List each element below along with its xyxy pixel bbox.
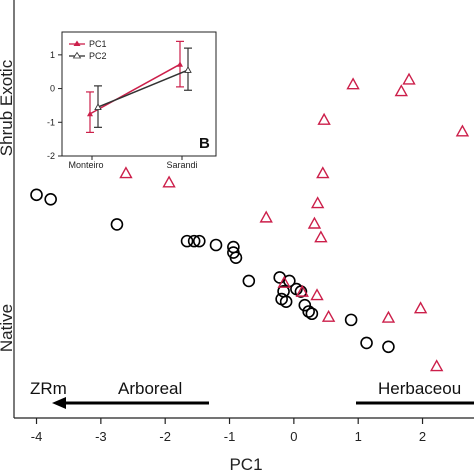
- arboreal-arrow: [52, 397, 209, 409]
- x-tick-label: 0: [290, 429, 297, 444]
- native-point: [209, 238, 223, 252]
- arboreal-arrow-prefix: ZRm: [30, 379, 67, 398]
- native-point: [360, 336, 373, 350]
- exotic-points: [119, 72, 470, 372]
- x-axis-ticks: -4 -3 -2 -1 0 1 2: [31, 418, 426, 444]
- exotic-point: [413, 301, 428, 314]
- legend-pc2: PC2: [89, 51, 107, 61]
- inset-point: [177, 61, 183, 67]
- exotic-side-label: Shrub Exotic: [0, 59, 16, 156]
- exotic-point: [310, 196, 325, 209]
- inset-x-tick-label: Sarandi: [166, 160, 197, 170]
- inset-series: [86, 40, 192, 133]
- exotic-point: [162, 175, 176, 188]
- inset-point: [94, 103, 102, 110]
- panel-letter-b: B: [199, 135, 210, 152]
- native-point: [305, 307, 319, 321]
- inset-y-tick-label: -2: [47, 151, 55, 161]
- inset-y-tick-label: 0: [50, 84, 55, 94]
- inset-x-ticks: Monteiro Sarandi: [68, 156, 198, 170]
- inset-point: [87, 110, 93, 117]
- exotic-point: [394, 84, 408, 97]
- inset-legend: PC1 PC2: [69, 39, 107, 61]
- native-point: [187, 234, 201, 248]
- inset-point: [184, 66, 192, 73]
- native-point: [110, 218, 124, 231]
- legend-pc1: PC1: [89, 39, 107, 49]
- exotic-point: [307, 216, 322, 229]
- exotic-point: [455, 124, 470, 137]
- x-tick-label: -3: [95, 429, 107, 444]
- native-point: [242, 274, 256, 288]
- native-point: [302, 305, 315, 318]
- x-axis-title: PC1: [229, 455, 262, 474]
- exotic-point: [381, 310, 396, 323]
- native-point: [344, 313, 358, 327]
- exotic-point: [321, 309, 336, 322]
- exotic-point: [277, 275, 291, 288]
- herbaceous-arrow-label: Herbaceou: [378, 379, 461, 398]
- exotic-point: [259, 210, 273, 223]
- inset-y-tick-label: 1: [50, 50, 55, 60]
- inset-frame: [61, 31, 217, 157]
- native-point: [44, 193, 57, 206]
- inset-series-line: [97, 69, 189, 108]
- x-tick-label: -1: [224, 429, 236, 444]
- exotic-point: [429, 359, 444, 372]
- native-point: [279, 295, 293, 309]
- exotic-point: [119, 166, 133, 179]
- x-tick-label: -4: [31, 429, 43, 444]
- exotic-point: [295, 284, 309, 297]
- inset-y-ticks: -2 -1 0 1: [47, 50, 62, 161]
- inset-y-tick-label: -1: [47, 117, 55, 127]
- exotic-point: [402, 72, 416, 85]
- native-side-label: Native: [0, 304, 16, 352]
- inset-x-tick-label: Monteiro: [68, 160, 103, 170]
- exotic-point: [317, 112, 331, 125]
- native-point: [298, 298, 312, 312]
- inset-panel: -2 -1 0 1 Monteiro Sarandi PC1 PC2 B: [47, 31, 217, 170]
- native-point: [192, 234, 206, 248]
- x-tick-label: 1: [355, 429, 362, 444]
- x-tick-label: -2: [159, 429, 171, 444]
- native-point: [382, 340, 395, 354]
- inset-series-line: [89, 63, 181, 115]
- native-point: [30, 188, 43, 202]
- exotic-point: [346, 77, 360, 90]
- native-points: [30, 188, 395, 354]
- arboreal-arrow-label: Arboreal: [118, 379, 182, 398]
- plot-frame: [13, 0, 474, 419]
- native-point: [180, 234, 194, 248]
- exotic-point: [314, 230, 328, 243]
- native-point: [294, 285, 308, 298]
- native-point: [229, 251, 243, 264]
- exotic-point: [316, 166, 330, 179]
- x-tick-label: 2: [419, 429, 426, 444]
- exotic-point: [310, 288, 324, 301]
